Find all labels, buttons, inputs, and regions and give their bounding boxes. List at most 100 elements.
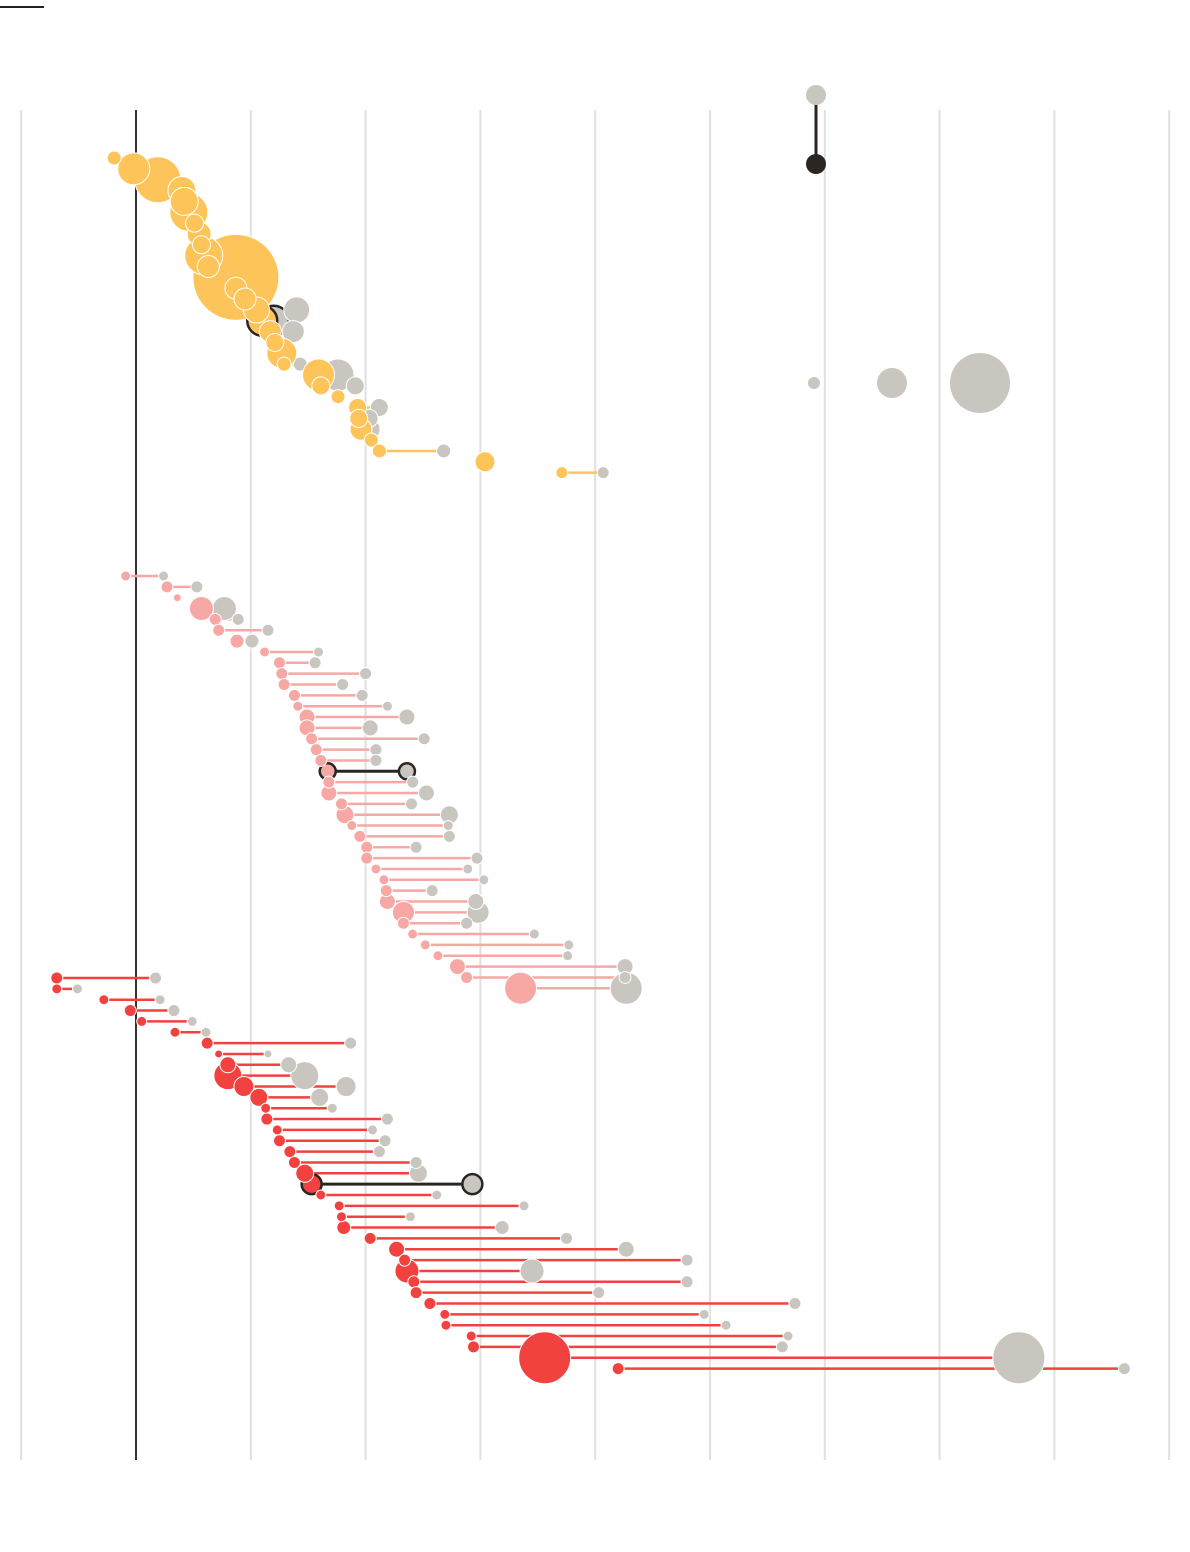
before-dot	[326, 1102, 338, 1114]
after-dot	[448, 958, 466, 976]
before-dot	[560, 1231, 573, 1245]
after-dot	[117, 152, 151, 186]
after-dot	[185, 213, 205, 233]
after-dot	[265, 332, 285, 352]
before-dot	[592, 1286, 606, 1300]
after-dot	[305, 732, 319, 746]
after-dot	[371, 443, 387, 459]
after-dot	[363, 432, 379, 448]
before-dot	[244, 633, 260, 649]
before-dot	[366, 1124, 378, 1136]
after-dot	[271, 1124, 283, 1136]
before-dot	[355, 688, 369, 702]
after-dot	[283, 1145, 297, 1159]
before-dot	[149, 971, 163, 985]
after-dot	[379, 884, 393, 898]
after-dot	[169, 1026, 181, 1038]
after-dot	[465, 1330, 477, 1342]
after-dot	[136, 1015, 148, 1027]
before-dot	[467, 893, 485, 910]
legend-before-dot	[806, 85, 826, 105]
before-dot	[431, 1189, 443, 1201]
after-dot	[273, 1134, 286, 1148]
before-dot	[478, 874, 490, 886]
after-dot	[360, 840, 374, 854]
after-dot	[407, 1275, 421, 1289]
after-dot	[292, 700, 304, 712]
before-dot	[200, 1026, 212, 1038]
before-dot	[562, 950, 574, 962]
after-dot	[214, 1049, 224, 1059]
after-dot	[188, 596, 214, 622]
before-dot	[71, 983, 83, 995]
before-dot	[680, 1253, 694, 1267]
before-dot	[336, 678, 350, 691]
after-dot	[259, 646, 271, 658]
after-dot	[276, 356, 292, 372]
before-dot	[378, 1134, 392, 1148]
after-dot	[123, 1004, 137, 1018]
before-dot	[231, 612, 245, 626]
after-dot	[363, 1231, 377, 1245]
after-dot	[249, 1087, 269, 1107]
before-dot	[461, 1172, 484, 1196]
before-dot	[788, 1297, 802, 1310]
before-dot	[158, 570, 170, 582]
before-dot	[442, 820, 454, 832]
after-dot	[419, 939, 431, 951]
after-dot	[334, 797, 348, 811]
before-dot	[528, 928, 540, 940]
after-dot	[396, 916, 410, 930]
before-dot	[167, 1004, 181, 1018]
after-dot	[518, 1331, 572, 1385]
before-dot	[308, 656, 322, 670]
before-dot	[280, 1056, 298, 1074]
after-dot	[378, 874, 390, 886]
before-dot	[470, 851, 484, 865]
after-dot	[370, 863, 382, 875]
before-dot	[618, 970, 632, 984]
after-dot	[330, 389, 346, 405]
after-dot	[398, 1253, 412, 1267]
after-dot	[360, 851, 374, 865]
after-dot	[219, 1056, 237, 1074]
before-dot	[442, 829, 456, 843]
top-rule	[0, 6, 44, 8]
before-dot	[775, 1340, 789, 1354]
before-dot	[335, 1076, 357, 1097]
before-dot	[313, 646, 325, 658]
legend-after-dot	[806, 154, 826, 174]
after-dot	[346, 820, 358, 832]
before-dot	[380, 1112, 394, 1126]
before-dot	[406, 775, 420, 789]
after-dot	[309, 743, 323, 757]
before-dot	[154, 994, 166, 1006]
before-dot	[563, 939, 575, 951]
before-dot	[405, 797, 419, 811]
after-dot	[388, 1240, 406, 1258]
before-dot	[369, 743, 383, 757]
before-dot	[460, 916, 474, 930]
before-dot	[344, 1036, 358, 1050]
after-dot	[432, 950, 444, 962]
before-dot	[190, 580, 204, 594]
after-dot	[196, 255, 220, 278]
after-dot	[120, 570, 132, 582]
after-dot	[467, 1340, 481, 1354]
after-dot	[212, 623, 226, 637]
after-dot	[233, 287, 257, 311]
before-dot	[518, 1200, 530, 1212]
before-dot	[417, 732, 431, 746]
after-dot	[191, 235, 211, 255]
before-dot	[283, 296, 311, 324]
after-dot	[315, 1189, 327, 1201]
before-dot	[519, 1258, 545, 1284]
after-dot	[200, 1036, 214, 1050]
legend-size-medium	[877, 368, 907, 398]
before-dot	[494, 1220, 510, 1236]
after-dot	[277, 678, 291, 691]
before-dot	[261, 623, 275, 637]
before-dot	[417, 784, 435, 802]
after-dot	[314, 753, 328, 767]
